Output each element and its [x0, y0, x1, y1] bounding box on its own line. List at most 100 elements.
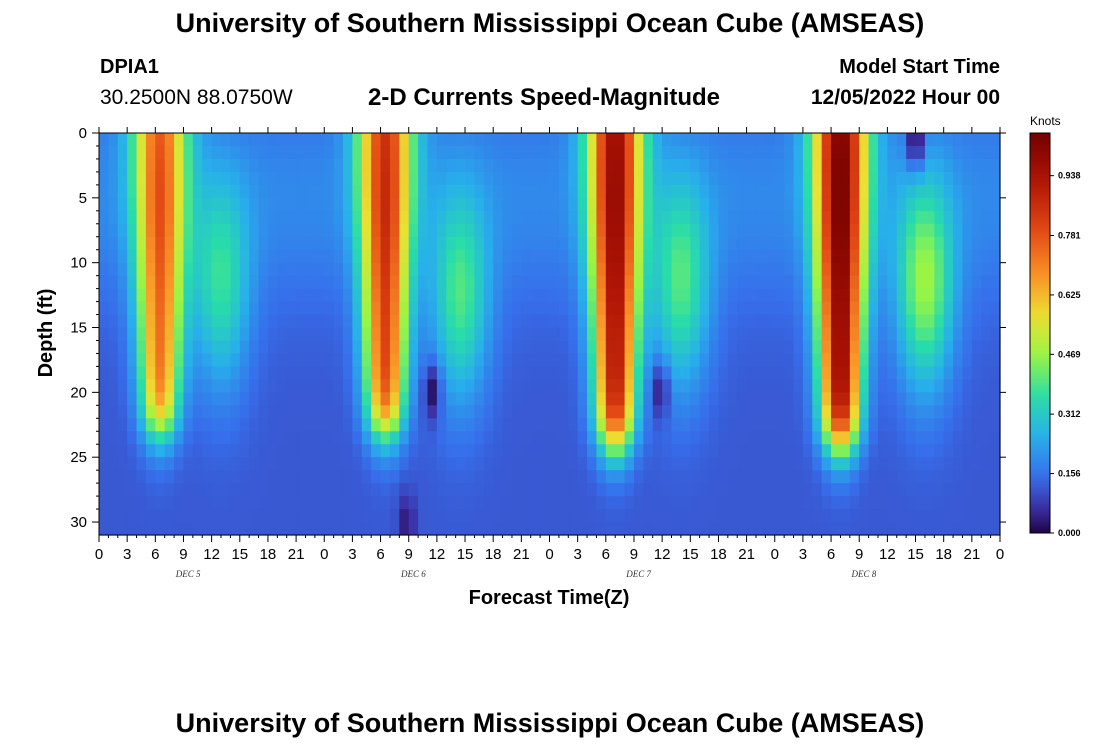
heatmap-cell	[587, 197, 598, 212]
heatmap-cell	[971, 509, 982, 523]
heatmap-cell	[643, 340, 654, 355]
heatmap-cell	[436, 249, 447, 264]
heatmap-cell	[953, 327, 964, 342]
heatmap-cell	[530, 340, 541, 355]
heatmap-cell	[155, 483, 166, 497]
heatmap-cell	[286, 483, 297, 497]
heatmap-cell	[662, 431, 673, 445]
heatmap-cell	[690, 392, 701, 406]
heatmap-cell	[314, 275, 325, 290]
heatmap-cell	[296, 288, 307, 303]
heatmap-cell	[164, 418, 175, 432]
heatmap-cell	[831, 314, 842, 329]
heatmap-cell	[718, 470, 729, 484]
heatmap-cell	[718, 366, 729, 380]
heatmap-cell	[906, 470, 917, 484]
heatmap-cell	[896, 197, 907, 212]
heatmap-cell	[784, 171, 795, 186]
heatmap-cell	[981, 457, 992, 471]
heatmap-cell	[267, 379, 278, 393]
heatmap-cell	[221, 184, 231, 199]
heatmap-cell	[859, 275, 870, 290]
heatmap-cell	[277, 184, 288, 199]
heatmap-cell	[652, 327, 663, 342]
heatmap-cell	[511, 444, 522, 458]
heatmap-cell	[558, 133, 569, 147]
heatmap-cell	[840, 353, 851, 368]
heatmap-cell	[502, 288, 513, 303]
heatmap-cell	[455, 379, 466, 393]
heatmap-cell	[145, 509, 156, 523]
heatmap-cell	[887, 353, 898, 368]
heatmap-cell	[924, 249, 935, 264]
heatmap-cell	[324, 392, 335, 406]
heatmap-cell	[371, 444, 382, 458]
heatmap-cell	[239, 133, 250, 147]
heatmap-cell	[765, 340, 776, 355]
heatmap-cell	[511, 340, 522, 355]
heatmap-cell	[474, 379, 485, 393]
heatmap-cell	[249, 262, 260, 277]
heatmap-cell	[868, 145, 879, 160]
heatmap-cell	[709, 288, 720, 303]
heatmap-cell	[802, 249, 813, 264]
heatmap-cell	[615, 327, 626, 342]
heatmap-cell	[474, 327, 485, 342]
heatmap-cell	[690, 431, 701, 445]
heatmap-cell	[868, 444, 879, 458]
heatmap-cell	[333, 197, 344, 212]
heatmap-cell	[718, 392, 729, 406]
heatmap-cell	[709, 223, 720, 238]
heatmap-cell	[671, 184, 682, 199]
heatmap-cell	[755, 379, 766, 393]
heatmap-cell	[530, 418, 541, 432]
heatmap-cell	[568, 457, 579, 471]
heatmap-cell	[418, 288, 429, 303]
heatmap-cell	[915, 392, 926, 406]
heatmap-cell	[615, 288, 626, 303]
heatmap-cell	[577, 275, 588, 290]
heatmap-cell	[906, 431, 917, 445]
heatmap-cell	[746, 158, 757, 173]
heatmap-cell	[436, 405, 447, 419]
heatmap-cell	[934, 457, 945, 471]
heatmap-cell	[587, 288, 598, 303]
heatmap-cell	[183, 223, 194, 238]
heatmap-cell	[643, 236, 654, 251]
heatmap-cell	[361, 340, 372, 355]
heatmap-cell	[821, 262, 832, 277]
heatmap-cell	[802, 197, 813, 212]
heatmap-cell	[990, 197, 1001, 212]
heatmap-cell	[155, 223, 166, 238]
heatmap-cell	[699, 210, 710, 225]
heatmap-cell	[831, 431, 842, 445]
heatmap-cell	[568, 223, 579, 238]
heatmap-cell	[324, 197, 335, 212]
heatmap-cell	[192, 158, 203, 173]
heatmap-cell	[117, 288, 128, 303]
heatmap-cell	[474, 210, 485, 225]
heatmap-cell	[859, 210, 870, 225]
heatmap-cell	[108, 301, 119, 316]
heatmap-cell	[155, 301, 166, 316]
heatmap-cell	[596, 457, 607, 471]
heatmap-cell	[953, 197, 964, 212]
heatmap-cell	[343, 288, 354, 303]
heatmap-cell	[821, 353, 832, 368]
heatmap-cell	[587, 496, 598, 510]
heatmap-cell	[192, 327, 203, 342]
heatmap-cell	[521, 184, 532, 199]
heatmap-cell	[774, 522, 785, 536]
heatmap-cell	[258, 158, 269, 173]
heatmap-cell	[746, 405, 757, 419]
heatmap-cell	[821, 158, 832, 173]
heatmap-cell	[671, 483, 682, 497]
heatmap-cell	[680, 249, 691, 264]
heatmap-cell	[727, 470, 738, 484]
heatmap-cell	[446, 210, 457, 225]
heatmap-cell	[633, 275, 644, 290]
heatmap-cell	[615, 522, 626, 536]
heatmap-cell	[981, 353, 992, 368]
heatmap-cell	[774, 236, 785, 251]
heatmap-cell	[324, 249, 335, 264]
